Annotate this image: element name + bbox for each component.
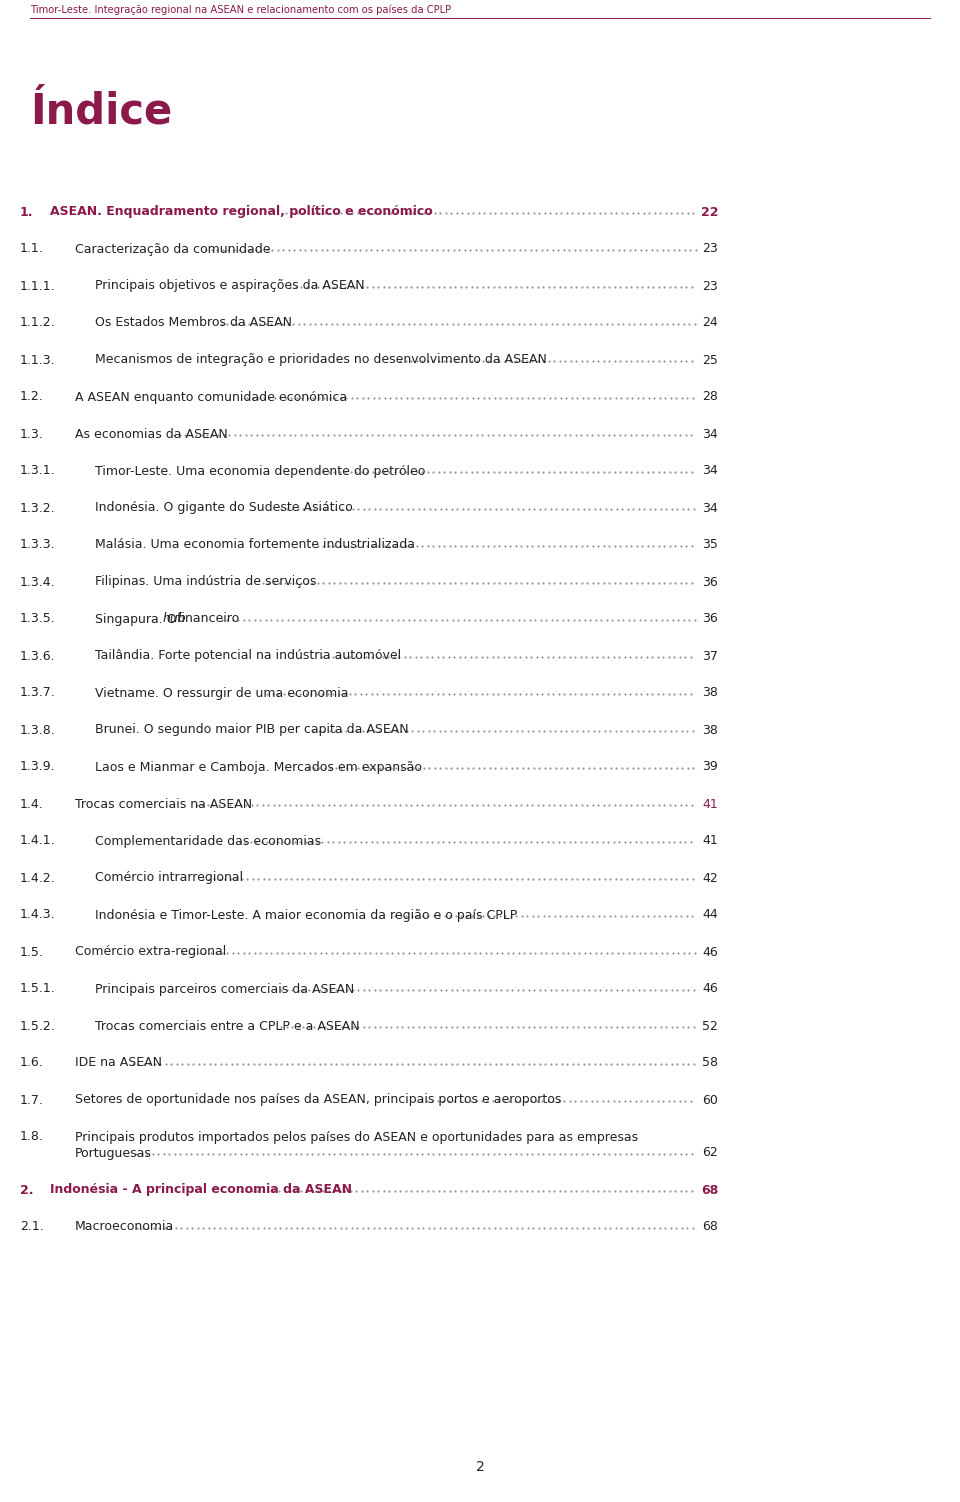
Text: 68: 68 (702, 1221, 718, 1233)
Text: 36: 36 (703, 575, 718, 589)
Text: 1.3.5.: 1.3.5. (20, 613, 56, 625)
Text: 44: 44 (703, 909, 718, 922)
Text: Portuguesas: Portuguesas (75, 1146, 152, 1160)
Text: 28: 28 (702, 391, 718, 404)
Text: 46: 46 (703, 982, 718, 996)
Text: 41: 41 (703, 798, 718, 811)
Text: Indonésia e Timor-Leste. A maior economia da região e o país CPLP: Indonésia e Timor-Leste. A maior economi… (95, 909, 517, 922)
Text: Indonésia. O gigante do Sudeste Asiático: Indonésia. O gigante do Sudeste Asiático (95, 502, 352, 515)
Text: Brunei. O segundo maior PIB per capita da ASEAN: Brunei. O segundo maior PIB per capita d… (95, 724, 409, 736)
Text: Malásia. Uma economia fortemente industrializada: Malásia. Uma economia fortemente industr… (95, 539, 415, 551)
Text: 60: 60 (702, 1093, 718, 1107)
Text: Caracterização da comunidade: Caracterização da comunidade (75, 242, 271, 255)
Text: Comércio extra-regional: Comércio extra-regional (75, 945, 227, 958)
Text: 1.5.: 1.5. (20, 945, 44, 958)
Text: 2.: 2. (20, 1184, 34, 1197)
Text: 1.: 1. (20, 206, 34, 218)
Text: IDE na ASEAN: IDE na ASEAN (75, 1056, 162, 1069)
Text: 36: 36 (703, 613, 718, 625)
Text: 1.3.4.: 1.3.4. (20, 575, 56, 589)
Text: Timor-Leste. Uma economia dependente do petróleo: Timor-Leste. Uma economia dependente do … (95, 464, 425, 478)
Text: 41: 41 (703, 835, 718, 847)
Text: As economias da ASEAN: As economias da ASEAN (75, 428, 228, 440)
Text: Vietname. O ressurgir de uma economia: Vietname. O ressurgir de uma economia (95, 686, 348, 700)
Text: ASEAN. Enquadramento regional, político e económico: ASEAN. Enquadramento regional, político … (50, 206, 433, 218)
Text: 62: 62 (703, 1146, 718, 1160)
Text: 1.3.8.: 1.3.8. (20, 724, 56, 736)
Text: Índice: Índice (30, 90, 172, 132)
Text: A ASEAN enquanto comunidade económica: A ASEAN enquanto comunidade económica (75, 391, 348, 404)
Text: 34: 34 (703, 464, 718, 478)
Text: 2: 2 (475, 1460, 485, 1473)
Text: 1.4.: 1.4. (20, 798, 44, 811)
Text: 1.3.9.: 1.3.9. (20, 760, 56, 774)
Text: Comércio intrarregional: Comércio intrarregional (95, 871, 243, 885)
Text: 1.1.2.: 1.1.2. (20, 317, 56, 329)
Text: 1.1.1.: 1.1.1. (20, 279, 56, 293)
Text: 1.3.6.: 1.3.6. (20, 649, 56, 662)
Text: Indonésia - A principal economia da ASEAN: Indonésia - A principal economia da ASEA… (50, 1184, 352, 1197)
Text: 1.2.: 1.2. (20, 391, 44, 404)
Text: 46: 46 (703, 945, 718, 958)
Text: Filipinas. Uma indústria de serviços: Filipinas. Uma indústria de serviços (95, 575, 317, 589)
Text: 1.1.3.: 1.1.3. (20, 353, 56, 366)
Text: 39: 39 (703, 760, 718, 774)
Text: Tailândia. Forte potencial na indústria automóvel: Tailândia. Forte potencial na indústria … (95, 649, 401, 662)
Text: Principais parceiros comerciais da ASEAN: Principais parceiros comerciais da ASEAN (95, 982, 354, 996)
Text: Macroeconomia: Macroeconomia (75, 1221, 175, 1233)
Text: 2.1.: 2.1. (20, 1221, 44, 1233)
Text: financeiro: financeiro (173, 613, 239, 625)
Text: 1.3.7.: 1.3.7. (20, 686, 56, 700)
Text: 38: 38 (702, 686, 718, 700)
Text: Principais produtos importados pelos países do ASEAN e oportunidades para as emp: Principais produtos importados pelos paí… (75, 1131, 638, 1143)
Text: 68: 68 (701, 1184, 718, 1197)
Text: 23: 23 (703, 279, 718, 293)
Text: 1.3.1.: 1.3.1. (20, 464, 56, 478)
Text: 38: 38 (702, 724, 718, 736)
Text: Complementaridade das economias: Complementaridade das economias (95, 835, 322, 847)
Text: Os Estados Membros da ASEAN: Os Estados Membros da ASEAN (95, 317, 292, 329)
Text: 34: 34 (703, 502, 718, 515)
Text: 42: 42 (703, 871, 718, 885)
Text: 1.4.1.: 1.4.1. (20, 835, 56, 847)
Text: Setores de oportunidade nos países da ASEAN, principais portos e aeroportos: Setores de oportunidade nos países da AS… (75, 1093, 562, 1107)
Text: 1.7.: 1.7. (20, 1093, 44, 1107)
Text: 1.1.: 1.1. (20, 242, 44, 255)
Text: Trocas comerciais entre a CPLP e a ASEAN: Trocas comerciais entre a CPLP e a ASEAN (95, 1020, 360, 1032)
Text: 37: 37 (702, 649, 718, 662)
Text: 52: 52 (702, 1020, 718, 1032)
Text: 1.3.3.: 1.3.3. (20, 539, 56, 551)
Text: Laos e Mianmar e Camboja. Mercados em expansão: Laos e Mianmar e Camboja. Mercados em ex… (95, 760, 422, 774)
Text: 1.4.3.: 1.4.3. (20, 909, 56, 922)
Text: 34: 34 (703, 428, 718, 440)
Text: hub: hub (162, 613, 186, 625)
Text: 25: 25 (702, 353, 718, 366)
Text: 1.3.2.: 1.3.2. (20, 502, 56, 515)
Text: 23: 23 (703, 242, 718, 255)
Text: 1.6.: 1.6. (20, 1056, 44, 1069)
Text: 24: 24 (703, 317, 718, 329)
Text: Singapura. O: Singapura. O (95, 613, 180, 625)
Text: Mecanismos de integração e prioridades no desenvolvimento da ASEAN: Mecanismos de integração e prioridades n… (95, 353, 547, 366)
Text: 58: 58 (702, 1056, 718, 1069)
Text: 1.8.: 1.8. (20, 1131, 44, 1143)
Text: 22: 22 (701, 206, 718, 218)
Text: 1.5.2.: 1.5.2. (20, 1020, 56, 1032)
Text: 1.5.1.: 1.5.1. (20, 982, 56, 996)
Text: 1.4.2.: 1.4.2. (20, 871, 56, 885)
Text: 35: 35 (702, 539, 718, 551)
Text: Trocas comerciais na ASEAN: Trocas comerciais na ASEAN (75, 798, 252, 811)
Text: 1.3.: 1.3. (20, 428, 44, 440)
Text: Timor-Leste. Integração regional na ASEAN e relacionamento com os países da CPLP: Timor-Leste. Integração regional na ASEA… (30, 5, 451, 15)
Text: Principais objetivos e aspirações da ASEAN: Principais objetivos e aspirações da ASE… (95, 279, 365, 293)
